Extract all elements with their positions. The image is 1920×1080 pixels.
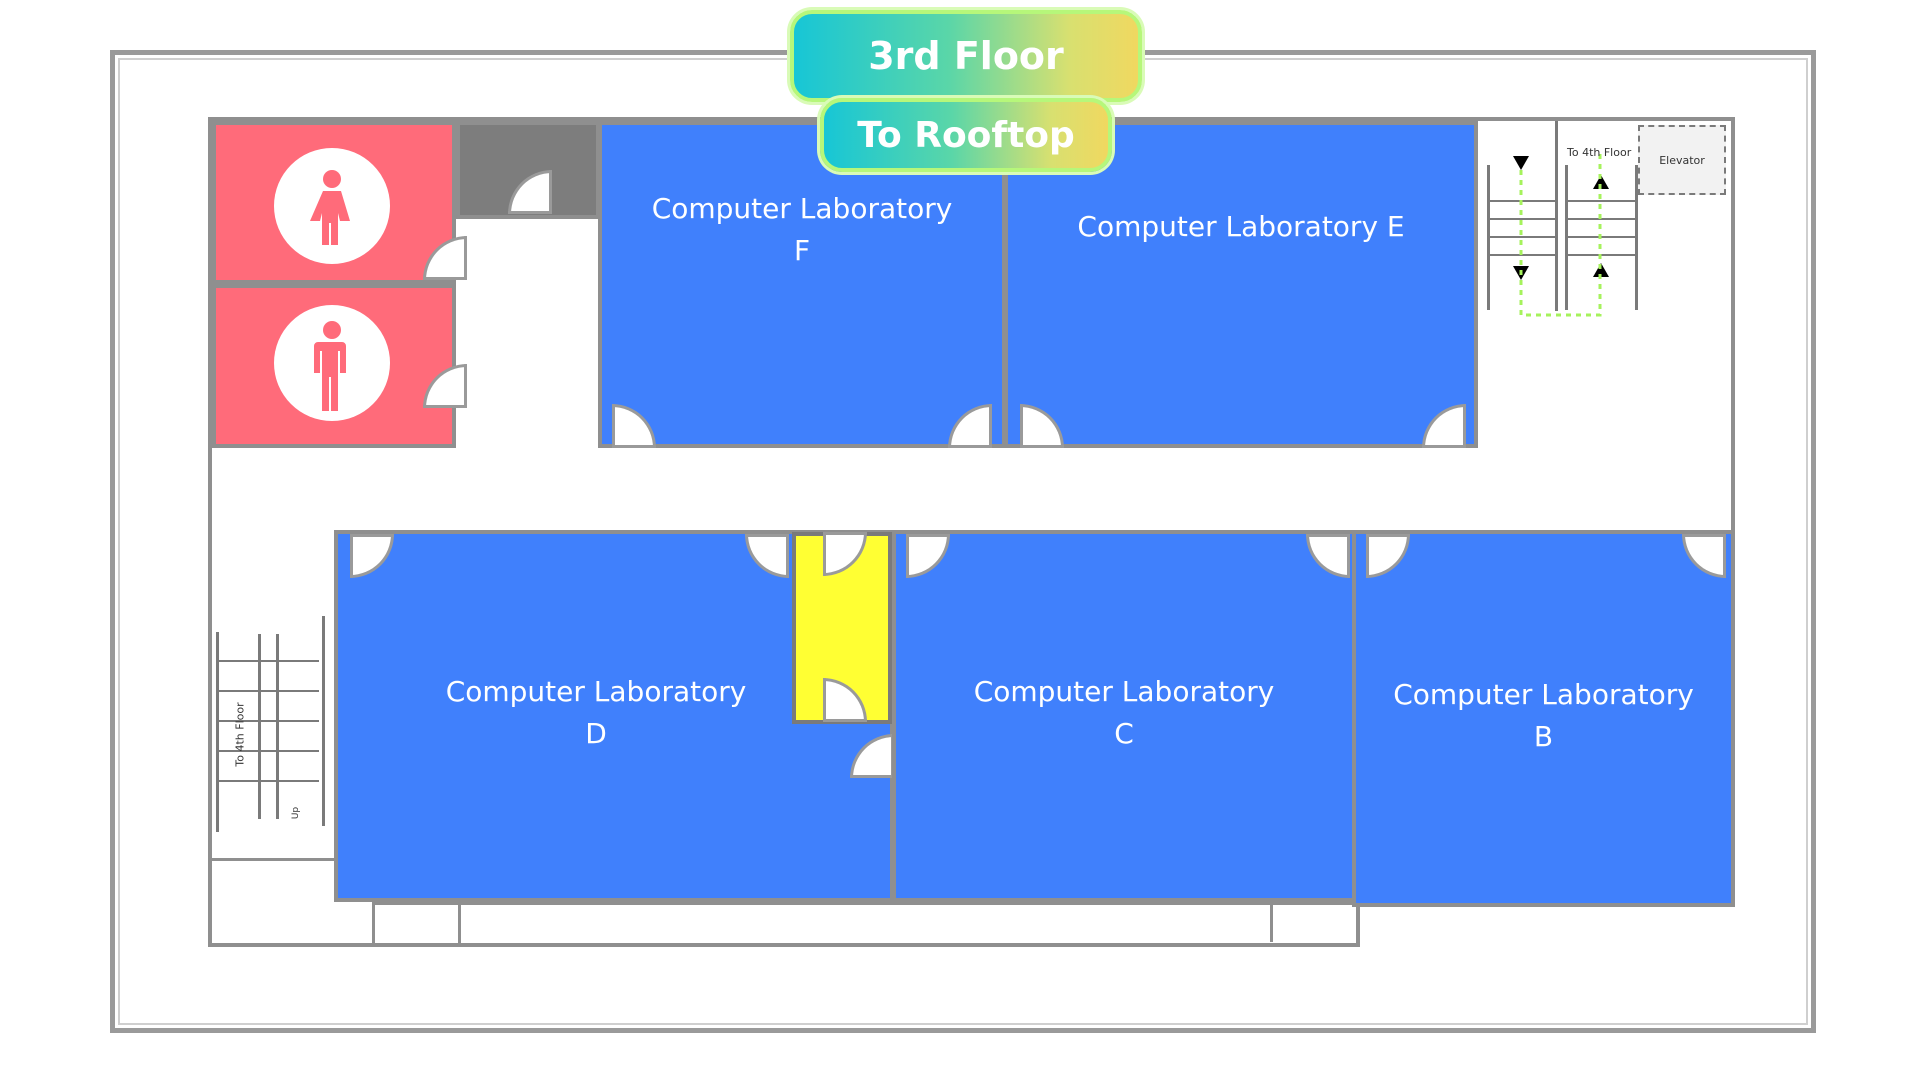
stair-tread xyxy=(1490,236,1555,238)
building-wall-right xyxy=(1731,117,1735,907)
stair-tread xyxy=(1568,200,1635,202)
to-rooftop-label: To Rooftop xyxy=(857,114,1075,156)
lab-e[interactable]: Computer Laboratory E xyxy=(1004,121,1478,448)
stair-railing xyxy=(322,616,325,826)
building-wall-bottom xyxy=(208,943,1360,947)
stair-railing xyxy=(1555,121,1558,311)
stair-tread xyxy=(219,720,319,722)
stair-railing xyxy=(216,632,219,832)
lab-c-label: Computer Laboratory C xyxy=(973,675,1275,750)
male-restroom-icon xyxy=(274,305,390,421)
stair-tread xyxy=(219,750,319,752)
stair-railing xyxy=(258,634,261,819)
floor-title: 3rd Floor xyxy=(868,34,1064,78)
stair-railing xyxy=(276,634,279,819)
lab-b[interactable]: Computer Laboratory B xyxy=(1352,530,1735,907)
bottom-partition xyxy=(372,858,375,946)
bottom-partition xyxy=(212,858,374,861)
bottom-partition xyxy=(458,900,461,946)
bottom-partition xyxy=(375,902,1355,905)
stair-tread xyxy=(219,660,319,662)
evacuation-route-icon xyxy=(1519,150,1602,317)
arrow-up-icon xyxy=(1593,263,1609,277)
stairs-west-label: To 4th Floor xyxy=(233,702,247,767)
lab-b-label: Computer Laboratory B xyxy=(1393,677,1694,753)
female-restroom-icon xyxy=(274,148,390,264)
stairs-east-label: To 4th Floor xyxy=(1567,146,1632,159)
stair-tread xyxy=(219,690,319,692)
elevator[interactable]: Elevator xyxy=(1638,125,1726,195)
stair-railing xyxy=(1565,165,1568,310)
stairs-west-up-label: Up xyxy=(291,806,302,820)
building-wall-step xyxy=(1356,903,1360,947)
arrow-up-icon xyxy=(1593,175,1609,189)
to-rooftop-button[interactable]: To Rooftop xyxy=(820,98,1112,172)
stair-railing xyxy=(1635,165,1638,310)
lab-f[interactable]: Computer Laboratory F xyxy=(598,121,1006,448)
stair-railing xyxy=(1487,165,1490,310)
lab-d-label: Computer Laboratory D xyxy=(445,675,747,750)
stair-tread xyxy=(1490,218,1555,220)
lab-f-label: Computer Laboratory F xyxy=(651,191,953,267)
arrow-down-icon xyxy=(1513,156,1529,170)
bottom-partition xyxy=(1270,902,1273,942)
elevator-label: Elevator xyxy=(1659,153,1705,167)
building-wall-left xyxy=(208,117,212,947)
stairs-west[interactable] xyxy=(212,614,332,854)
lab-c[interactable]: Computer Laboratory C xyxy=(892,530,1356,902)
stair-tread xyxy=(219,780,319,782)
lab-e-label: Computer Laboratory E xyxy=(1077,210,1405,243)
floor-title-badge: 3rd Floor xyxy=(790,10,1142,102)
